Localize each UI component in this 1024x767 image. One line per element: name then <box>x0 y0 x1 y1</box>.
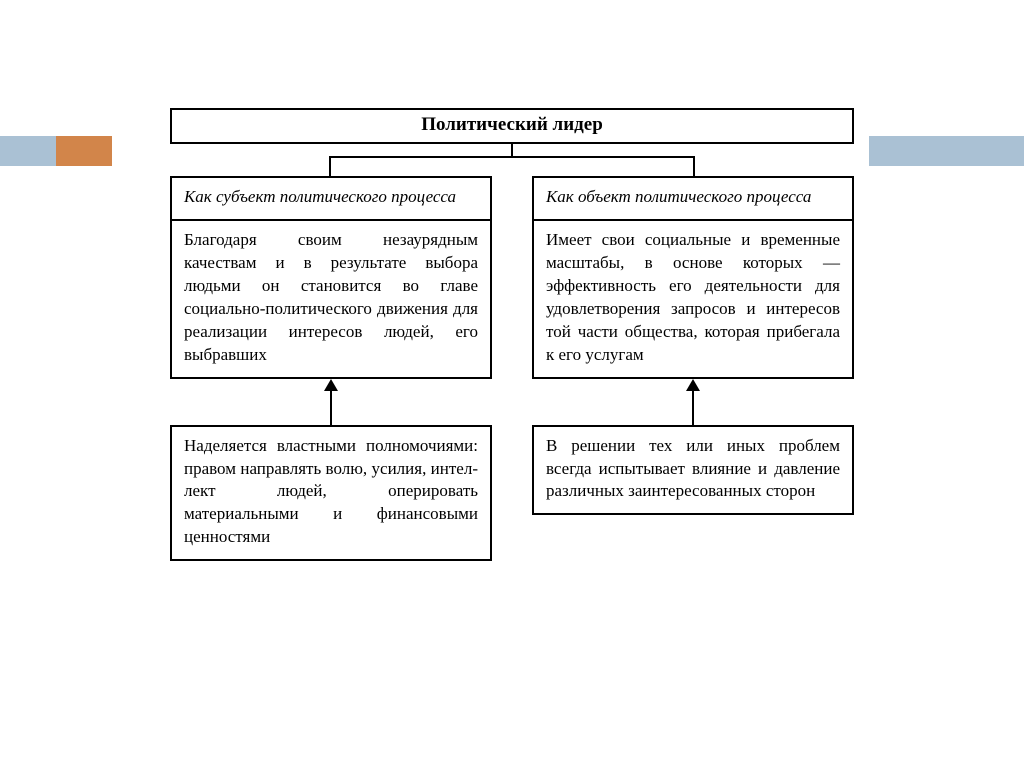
columns-row: Как субъект политического процесса Благо… <box>170 176 854 561</box>
connector-hline <box>330 156 694 158</box>
diagram-container: Политический лидер Как субъект политичес… <box>170 108 854 561</box>
arrow-up-left <box>170 379 492 425</box>
left-upper-body: Благодаря своим незауряд­ным качествам и… <box>170 219 492 379</box>
column-left: Как субъект политического процесса Благо… <box>170 176 492 561</box>
arrow-shaft <box>692 387 694 425</box>
connector-drop-right <box>693 156 695 176</box>
left-lower-body: Наделяется властными пол­номочиями: прав… <box>170 425 492 562</box>
arrow-up-right <box>532 379 854 425</box>
right-heading: Как объект политического процесса <box>532 176 854 219</box>
diagram-title: Политический лидер <box>170 108 854 144</box>
bg-bar-orange <box>56 136 112 166</box>
bg-bar-blue-right <box>869 136 1024 166</box>
connector-top <box>170 144 854 176</box>
bg-bar-blue-left <box>0 136 56 166</box>
connector-stem <box>511 144 513 156</box>
column-right: Как объект политического процесса Имеет … <box>532 176 854 561</box>
right-upper-body: Имеет свои социальные и временные масшта… <box>532 219 854 379</box>
left-heading: Как субъект политического процесса <box>170 176 492 219</box>
right-lower-body: В решении тех или иных проблем всегда ис… <box>532 425 854 516</box>
arrow-shaft <box>330 387 332 425</box>
connector-drop-left <box>329 156 331 176</box>
